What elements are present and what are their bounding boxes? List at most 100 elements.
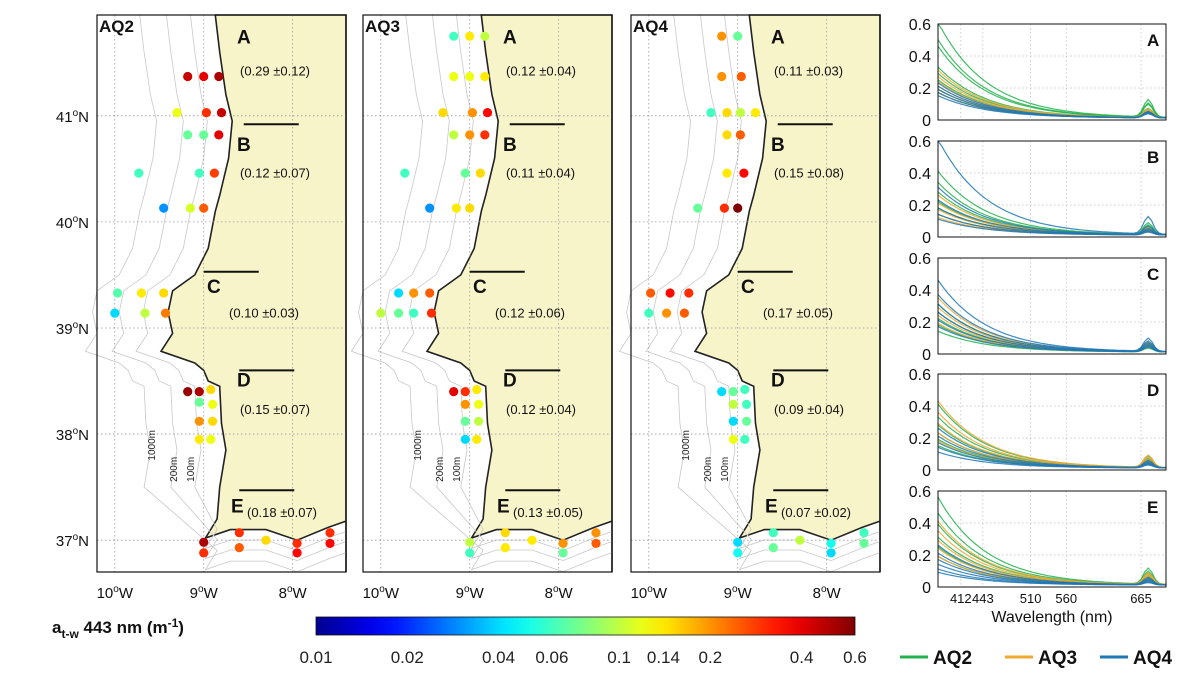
station-dot xyxy=(112,288,123,298)
isobath-line xyxy=(84,14,347,573)
region-label: D xyxy=(503,370,517,391)
station-dot xyxy=(172,108,182,118)
region-label: C xyxy=(473,277,487,298)
y-tick-label: 0 xyxy=(922,230,931,247)
y-tick-label: 40oN xyxy=(56,214,89,232)
region-stat: (0.17 ±0.05) xyxy=(763,305,833,320)
spectra-panel-label: B xyxy=(1147,148,1159,167)
region-stat: (0.11 ±0.04) xyxy=(506,165,575,180)
station-dot xyxy=(717,71,727,82)
station-dot xyxy=(194,168,204,178)
spectra-background xyxy=(938,258,1166,354)
station-dot xyxy=(261,535,271,545)
station-dot xyxy=(733,537,743,547)
spectra-background xyxy=(938,141,1166,237)
y-tick-label: 0.6 xyxy=(909,367,931,384)
land xyxy=(425,14,613,572)
region-label: A xyxy=(503,28,517,49)
y-tick-label: 0.4 xyxy=(909,516,931,533)
station-dot xyxy=(558,538,568,549)
station-dot xyxy=(376,308,386,318)
colorbar-tick-label: 0.4 xyxy=(790,648,814,667)
station-dot xyxy=(216,108,227,118)
station-dot xyxy=(183,71,193,82)
station-dot xyxy=(733,203,743,213)
station-dot xyxy=(214,71,224,82)
station-dot xyxy=(234,528,244,538)
region-stat: (0.18 ±0.07) xyxy=(247,505,317,520)
map-aq2: 1000m 200m 100m A (0.29 ±0.12) B (0.12 ±0.07) C… xyxy=(56,14,347,602)
isobath-line xyxy=(618,14,881,573)
y-tick-label: 0.6 xyxy=(909,17,931,34)
x-tick-label: 510 xyxy=(1020,591,1042,606)
spectra-panel-e: E 0 0.2 0.4 0.6 xyxy=(909,484,1167,597)
station-dot xyxy=(474,399,484,409)
station-dot xyxy=(795,535,805,545)
spectrum-line xyxy=(937,571,1167,586)
map-aq3: 1000m 200m 100m A (0.12 ±0.04) B (0.11 ±0.04) C… xyxy=(350,14,613,602)
station-dot xyxy=(134,168,144,178)
spectra-panels: A 0 0.2 0.4 0.6 B 0 0.2 0.4 0.6 C 0 0.2 0.4 0.6 D 0 0.2 0.… xyxy=(909,17,1167,626)
station-dot xyxy=(733,548,743,558)
station-dot xyxy=(449,31,459,41)
station-dot xyxy=(292,538,302,549)
map-panels: 1000m 200m 100m A (0.29 ±0.12) B (0.12 ±0.07) C… xyxy=(56,14,881,602)
station-dot xyxy=(206,384,216,395)
colorbar-bar xyxy=(315,616,856,636)
region-label: D xyxy=(771,370,785,391)
station-dot xyxy=(728,399,738,409)
region-stat: (0.07 ±0.02) xyxy=(781,505,851,520)
station-dot xyxy=(480,130,490,140)
y-tick-label: 0 xyxy=(922,580,931,597)
station-dot xyxy=(394,288,404,298)
station-dot xyxy=(735,108,746,118)
y-tick-label: 0.4 xyxy=(909,166,931,183)
station-dot xyxy=(717,31,727,41)
region-label: C xyxy=(741,277,755,298)
region-label: E xyxy=(497,497,510,518)
station-dot xyxy=(742,399,752,409)
isobath-label: 100m xyxy=(720,457,731,482)
station-dot xyxy=(449,130,459,140)
x-tick-label: 443 xyxy=(972,591,994,606)
spectra-frame xyxy=(937,257,1167,355)
station-dot xyxy=(201,108,211,118)
station-dot xyxy=(465,31,475,41)
station-dot xyxy=(719,203,730,213)
station-dot xyxy=(159,203,169,213)
map-aq4: 1000m 200m 100m A (0.11 ±0.03) B (0.15 ±0.08) C… xyxy=(618,14,881,602)
spectrum-line xyxy=(937,218,1166,236)
station-dot xyxy=(199,71,209,82)
station-dot xyxy=(194,387,204,397)
station-dot xyxy=(736,71,746,82)
x-tick-label: 560 xyxy=(1055,591,1077,606)
isobath-line xyxy=(645,14,881,562)
station-dot xyxy=(728,387,738,397)
station-dot xyxy=(500,528,510,538)
y-tick-label: 38oN xyxy=(56,426,89,444)
station-dot xyxy=(400,168,410,178)
station-dot xyxy=(214,130,224,140)
station-dot xyxy=(460,399,470,409)
station-dot xyxy=(740,434,750,444)
station-dot xyxy=(234,543,244,553)
map-frame xyxy=(630,14,881,573)
spectra-panel-label: D xyxy=(1147,381,1159,400)
station-dot xyxy=(826,548,836,558)
region-label: B xyxy=(237,135,251,156)
spectrum-line xyxy=(937,140,1167,235)
spectrum-line xyxy=(937,325,1166,353)
spectra-panel-a: A 0 0.2 0.4 0.6 xyxy=(909,17,1167,130)
isobath-label: 1000m xyxy=(147,430,158,461)
isobath-line xyxy=(111,14,347,562)
isobath-line xyxy=(377,14,613,562)
station-dot xyxy=(467,108,477,118)
y-tick-label: 0.6 xyxy=(909,251,931,268)
spectra-frame xyxy=(937,373,1167,471)
colorbar-label: at-w 443 nm (m-1) xyxy=(52,616,184,641)
station-dot xyxy=(475,168,485,178)
station-dot xyxy=(739,168,749,178)
station-dot xyxy=(438,108,448,118)
station-dot xyxy=(325,538,335,549)
